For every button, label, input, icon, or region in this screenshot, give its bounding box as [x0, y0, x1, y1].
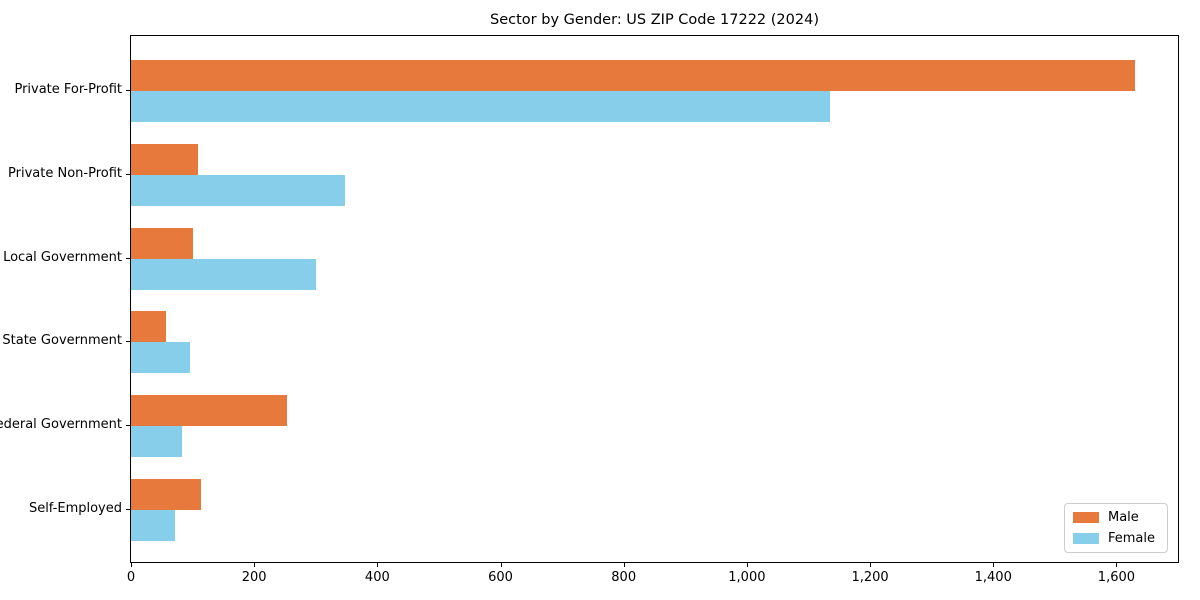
bar-female-self-employed	[131, 510, 175, 541]
x-tick-mark	[623, 563, 625, 567]
bar-female-private-non-profit	[131, 174, 346, 206]
bar-female-federal-government	[131, 426, 183, 458]
bar-male-self-employed	[131, 479, 201, 510]
y-tick-label-federal-government: Federal Government	[0, 417, 122, 433]
y-tick-label-private-for-profit: Private For-Profit	[14, 82, 122, 97]
x-tick-label-1000: 1,000	[728, 570, 766, 585]
y-tick-label-local-government: Local Government	[3, 249, 122, 265]
y-tick-mark	[126, 425, 130, 427]
bar-group-private-non-profit	[131, 143, 1178, 206]
y-tick-mark	[126, 90, 130, 91]
y-tick-mark	[126, 509, 130, 510]
bar-group-state-government	[131, 311, 1178, 374]
bar-female-local-government	[131, 258, 316, 290]
bar-group-local-government	[131, 227, 1178, 290]
bar-group-federal-government	[131, 395, 1178, 458]
bar-male-federal-government	[131, 395, 288, 427]
y-tick-label-private-non-profit: Private Non-Profit	[8, 165, 122, 181]
x-tick-label-0: 0	[126, 570, 136, 585]
x-tick-mark	[1116, 563, 1118, 567]
x-tick-label-1200: 1,200	[851, 570, 889, 585]
x-tick-mark	[131, 563, 132, 567]
bar-female-state-government	[131, 342, 191, 374]
y-tick-label-state-government: State Government	[2, 333, 122, 349]
legend-swatch-icon-female	[1072, 533, 1099, 544]
bar-male-private-non-profit	[131, 143, 198, 175]
bar-male-local-government	[131, 227, 193, 259]
legend-label-male: Male	[1107, 510, 1139, 525]
legend-label-female: Female	[1107, 531, 1155, 546]
y-tick-mark	[126, 257, 130, 259]
plot-area: Male Female	[130, 35, 1179, 563]
x-tick-mark	[746, 563, 748, 567]
x-tick-label-600: 600	[488, 570, 513, 585]
legend-item-male: Male	[1072, 510, 1155, 525]
x-tick-mark	[500, 563, 502, 567]
y-tick-mark	[126, 173, 130, 175]
x-tick-label-1400: 1,400	[974, 570, 1012, 585]
legend-swatch-icon-male	[1072, 512, 1099, 523]
x-tick-mark	[993, 563, 995, 567]
bar-group-private-for-profit	[131, 60, 1178, 122]
chart-title: Sector by Gender: US ZIP Code 17222 (202…	[490, 12, 819, 28]
bar-male-state-government	[131, 311, 167, 343]
x-tick-label-400: 400	[364, 570, 390, 585]
bar-male-private-for-profit	[131, 60, 1135, 91]
bar-group-self-employed	[131, 479, 1178, 541]
legend-item-female: Female	[1072, 531, 1155, 546]
x-tick-mark	[377, 563, 379, 567]
x-tick-label-200: 200	[241, 570, 267, 585]
legend: Male Female	[1063, 503, 1168, 553]
y-tick-mark	[126, 341, 130, 343]
x-tick-label-800: 800	[611, 570, 637, 585]
x-tick-mark	[254, 563, 256, 567]
x-tick-label-1600: 1,600	[1097, 570, 1136, 585]
y-tick-label-self-employed: Self-Employed	[28, 501, 122, 516]
bar-female-private-for-profit	[131, 91, 831, 122]
x-tick-mark	[870, 563, 872, 567]
